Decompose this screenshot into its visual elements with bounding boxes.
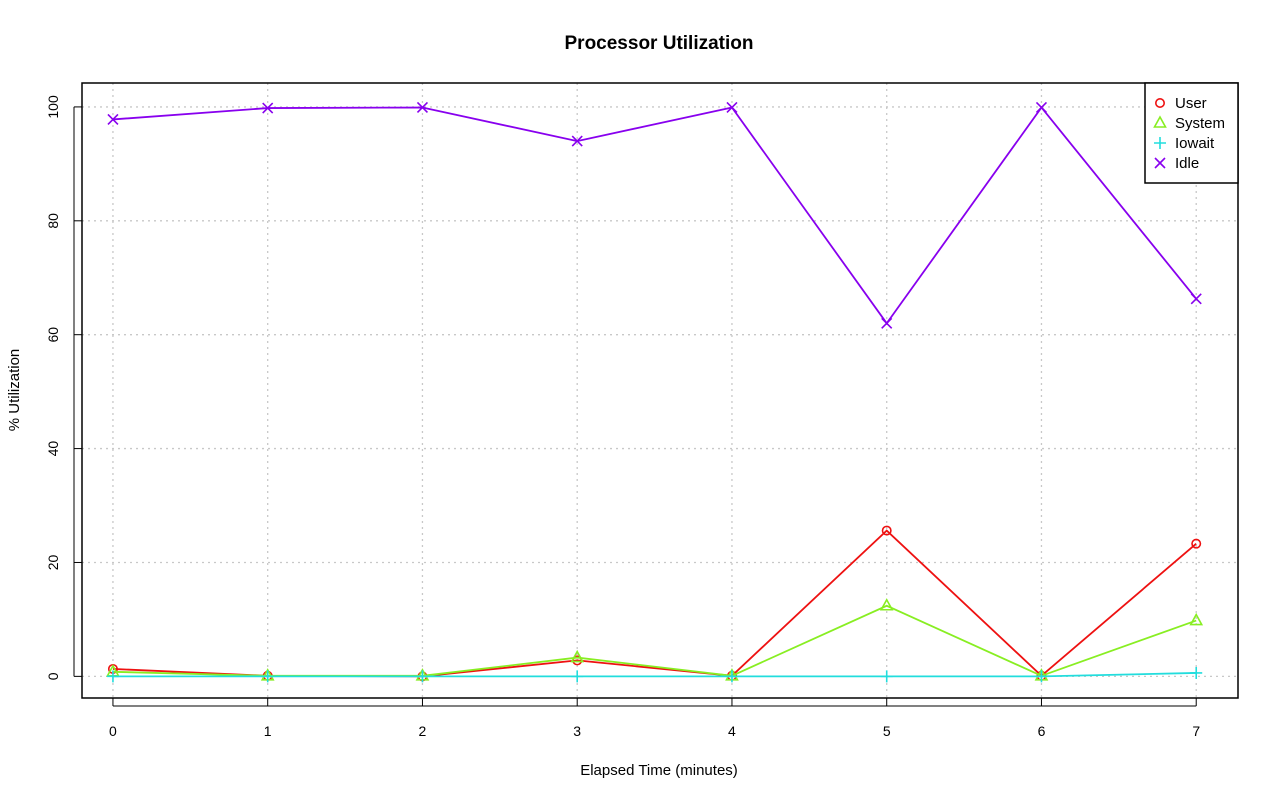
x-tick-label: 6	[1038, 723, 1046, 739]
y-axis: 0 20 40 60 80 100	[45, 95, 82, 680]
chart-title: Processor Utilization	[565, 33, 754, 54]
series-line-system	[112, 604, 1197, 677]
data-point-idle	[107, 113, 119, 126]
legend-marker-system	[1153, 115, 1167, 128]
legend-label-user: User	[1175, 95, 1207, 112]
series-iowait	[106, 666, 1203, 683]
x-tick-label: 0	[109, 723, 117, 739]
data-point-idle	[1035, 101, 1048, 114]
data-point-idle	[262, 102, 274, 114]
legend: User System Iowait Idle	[1144, 82, 1239, 184]
data-point-user	[1191, 538, 1202, 549]
data-point-iowait	[571, 670, 584, 683]
data-point-iowait	[725, 670, 738, 683]
series-line-iowait	[112, 672, 1197, 678]
series-line-user	[112, 529, 1197, 678]
y-tick-label: 0	[45, 672, 61, 680]
data-point-iowait	[1035, 670, 1048, 683]
x-tick-label: 3	[573, 723, 581, 739]
legend-box	[1144, 82, 1239, 184]
y-axis-label: % Utilization	[6, 349, 23, 432]
y-tick-label: 20	[45, 554, 61, 570]
legend-marker-idle	[1154, 157, 1166, 169]
data-point-iowait	[261, 670, 274, 683]
legend-label-idle: Idle	[1175, 155, 1199, 172]
grid-lines	[82, 83, 1238, 698]
data-point-system	[1189, 612, 1204, 626]
y-tick-label: 80	[45, 213, 61, 229]
data-point-user	[881, 525, 892, 536]
data-point-idle	[1190, 293, 1202, 305]
legend-marker-iowait	[1154, 137, 1166, 149]
series-line-idle	[112, 106, 1197, 325]
x-tick-label: 5	[883, 723, 891, 739]
legend-label-iowait: Iowait	[1175, 135, 1215, 152]
x-tick-label: 4	[728, 723, 736, 739]
data-point-iowait	[106, 670, 119, 683]
data-point-iowait	[880, 670, 893, 683]
data-point-iowait	[1190, 666, 1203, 679]
data-point-idle	[881, 317, 893, 329]
series-idle	[107, 101, 1202, 329]
x-axis: 0 1 2 3 4 5 6 7	[109, 698, 1200, 739]
series-user	[107, 525, 1202, 682]
legend-marker-user	[1155, 98, 1166, 109]
plot-frame	[81, 82, 1239, 699]
data-point-system	[879, 598, 894, 611]
data-point-system	[570, 649, 585, 663]
x-tick-label: 7	[1192, 723, 1200, 739]
legend-label-system: System	[1175, 115, 1225, 132]
data-point-iowait	[416, 670, 429, 683]
x-tick-label: 2	[419, 723, 427, 739]
data-point-idle	[571, 135, 583, 147]
data-point-idle	[726, 101, 738, 114]
data-series	[106, 101, 1204, 683]
y-tick-label: 60	[45, 327, 61, 343]
x-tick-label: 1	[264, 723, 272, 739]
y-tick-label: 40	[45, 441, 61, 457]
y-tick-label: 100	[45, 95, 61, 119]
x-axis-label: Elapsed Time (minutes)	[580, 762, 738, 779]
data-point-idle	[416, 101, 429, 114]
